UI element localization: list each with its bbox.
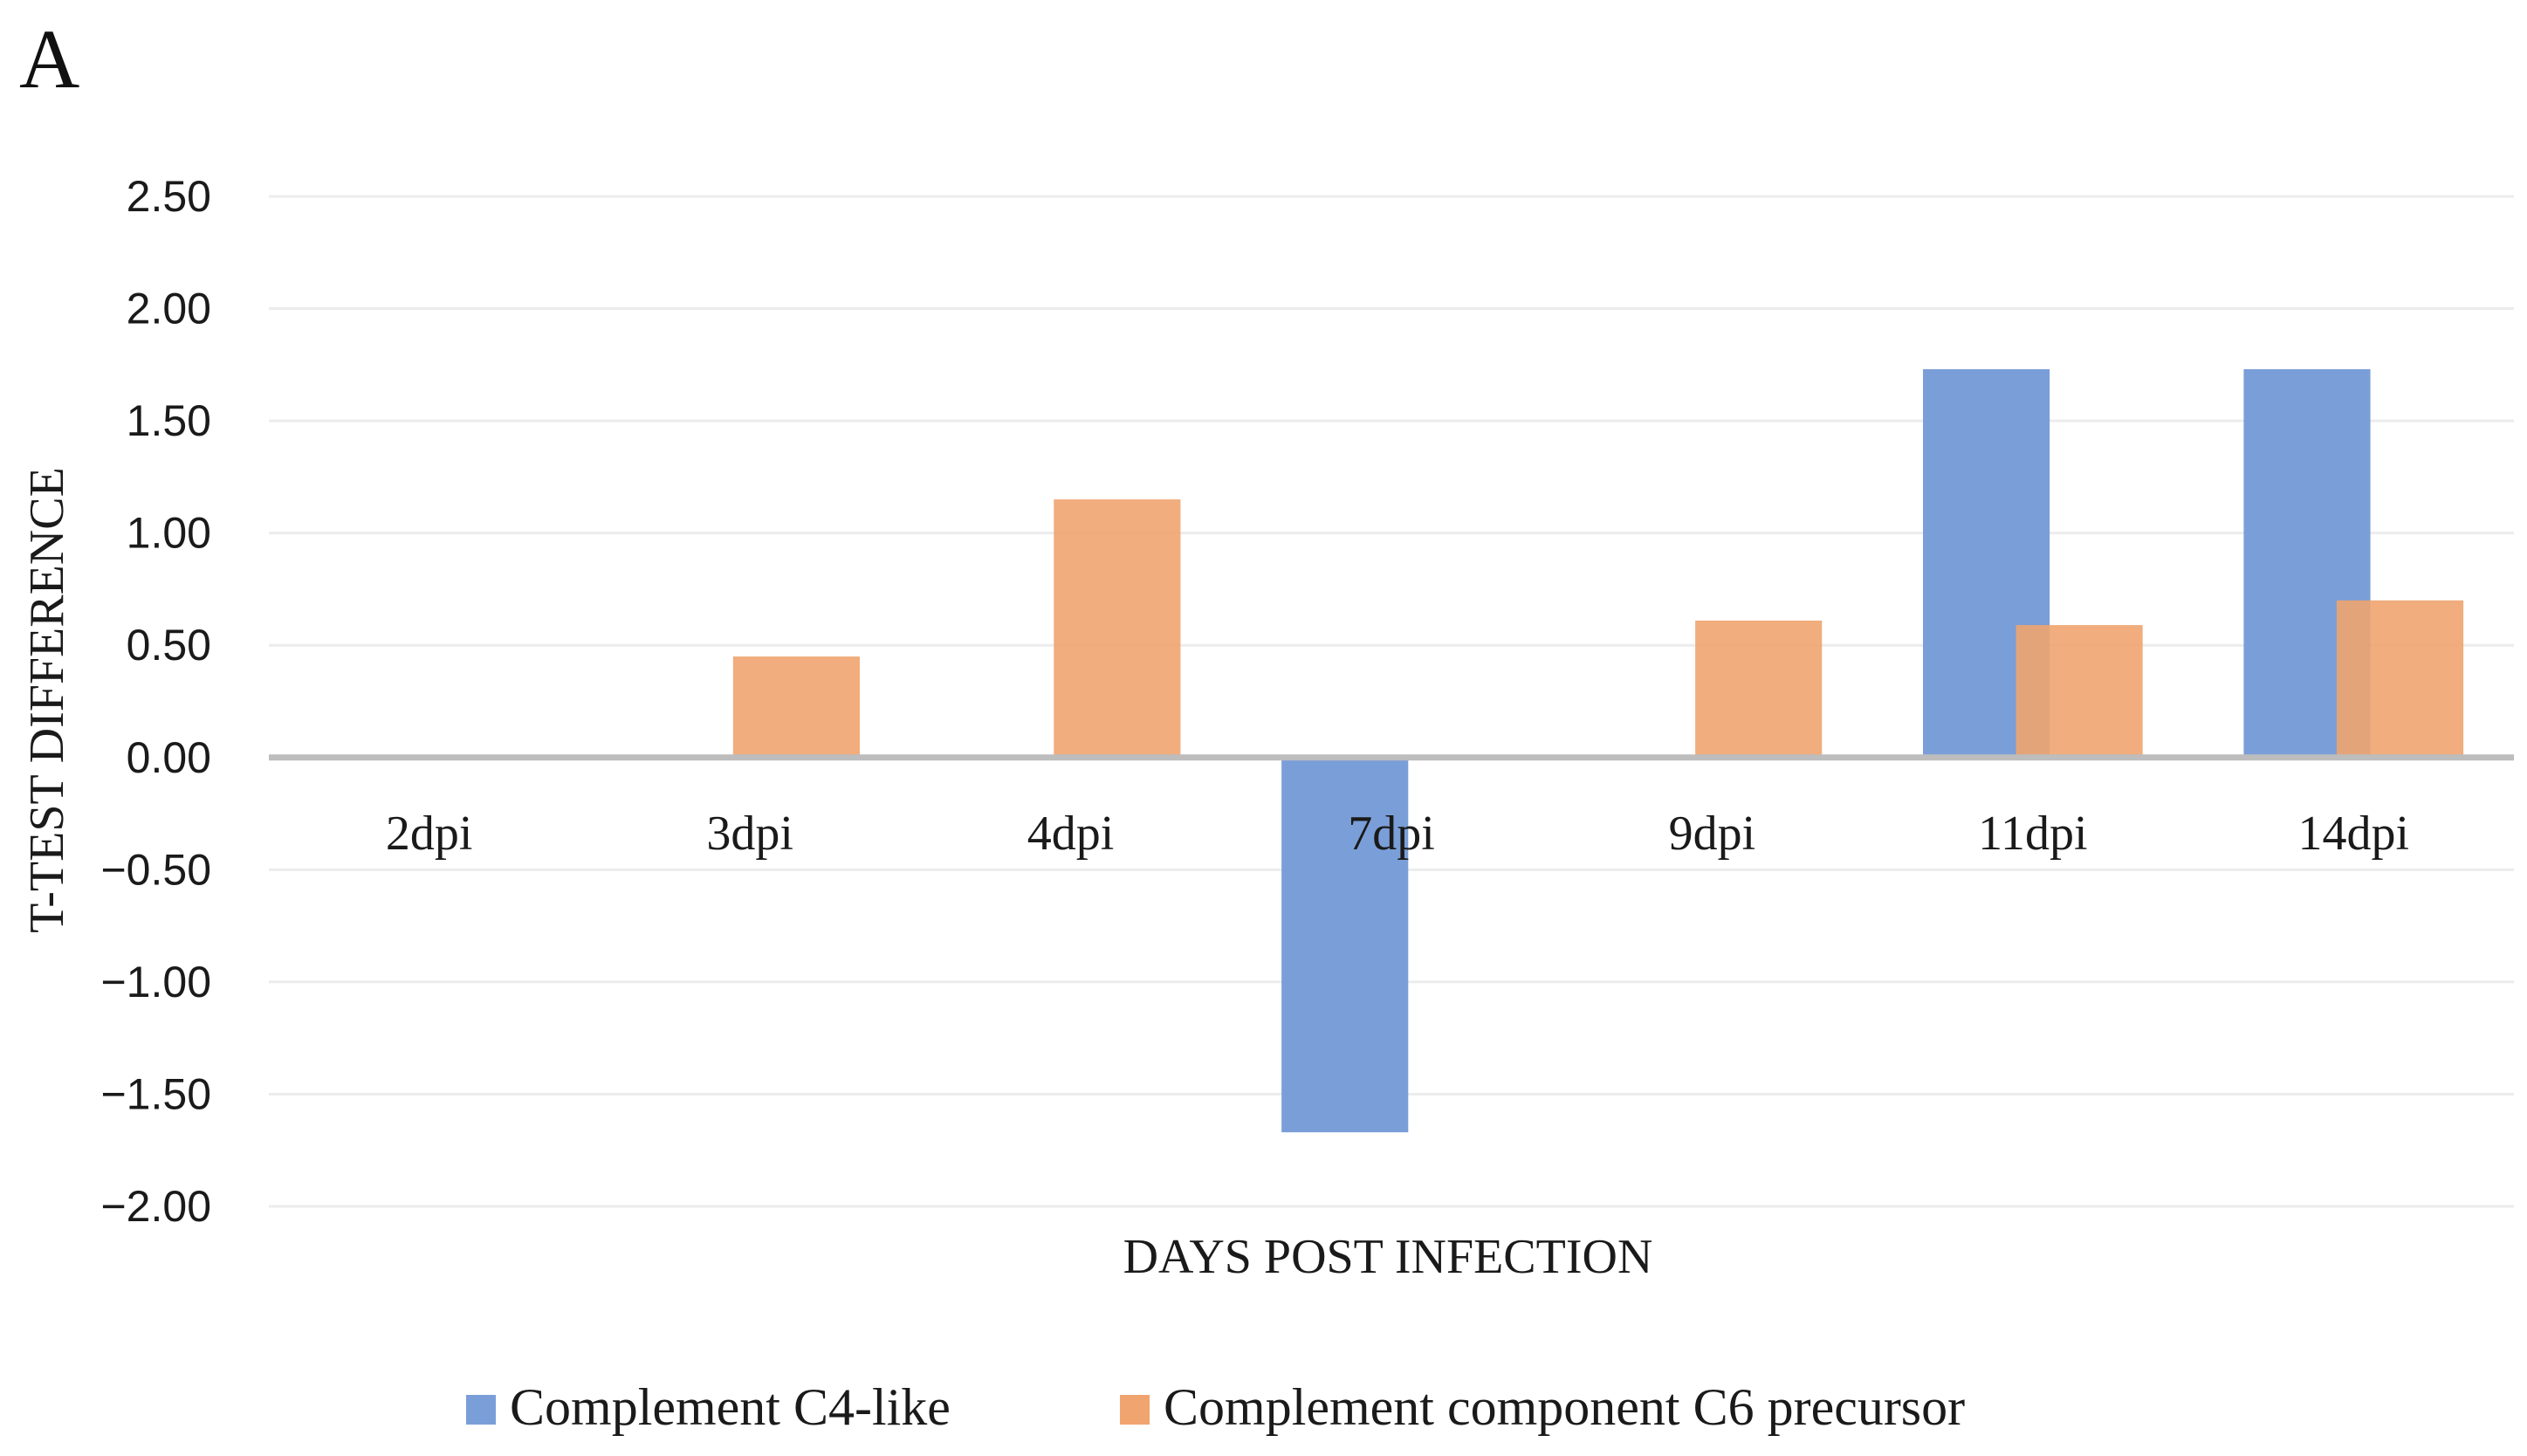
legend-label-complement-component-c6-precursor: Complement component C6 precursor bbox=[1164, 1378, 1965, 1436]
bar-complement-component-c6-precursor-9dpi bbox=[1695, 620, 1823, 758]
y-tick-label: 1.50 bbox=[127, 396, 211, 445]
x-axis-title: DAYS POST INFECTION bbox=[1123, 1230, 1653, 1284]
y-tick-label: 2.50 bbox=[127, 172, 211, 221]
y-tick-label: −0.50 bbox=[100, 845, 211, 894]
bar-complement-component-c6-precursor-3dpi bbox=[732, 656, 860, 758]
x-axis-ticks: 2dpi 3dpi 4dpi 7dpi 9dpi 11dpi 14dpi bbox=[386, 807, 2409, 861]
bar-complement-component-c6-precursor-14dpi bbox=[2336, 600, 2464, 758]
y-axis-ticks: 2.50 2.00 1.50 1.00 0.50 0.00 −0.50 −1.00 −1.50 −… bbox=[100, 172, 211, 1231]
x-tick-label: 7dpi bbox=[1348, 807, 1435, 861]
y-tick-label: 1.00 bbox=[127, 509, 211, 558]
bar-complement-component-c6-precursor-4dpi bbox=[1054, 499, 1181, 758]
x-tick-label: 4dpi bbox=[1027, 807, 1115, 861]
x-tick-label: 14dpi bbox=[2298, 807, 2410, 861]
y-axis-title: T-TEST DIFFERENCE bbox=[20, 467, 74, 933]
x-tick-label: 9dpi bbox=[1669, 807, 1756, 861]
bar-complement-component-c6-precursor-11dpi bbox=[2015, 625, 2143, 758]
y-tick-label: −1.00 bbox=[100, 958, 211, 1006]
x-tick-label: 2dpi bbox=[386, 807, 473, 861]
x-tick-label: 3dpi bbox=[706, 807, 793, 861]
y-tick-label: 2.00 bbox=[127, 285, 211, 333]
panel-label: A bbox=[19, 12, 79, 106]
y-tick-label: 0.00 bbox=[127, 733, 211, 782]
y-tick-label: −2.00 bbox=[100, 1182, 211, 1231]
bar-complement-c4-like-7dpi bbox=[1281, 757, 1409, 1133]
legend: Complement C4-like Complement component C… bbox=[466, 1378, 1965, 1436]
y-tick-label: −1.50 bbox=[100, 1069, 211, 1118]
legend-swatch-complement-c4-like bbox=[466, 1395, 496, 1425]
legend-label-complement-c4-like: Complement C4-like bbox=[510, 1378, 951, 1436]
bars bbox=[732, 368, 2464, 1133]
y-tick-label: 0.50 bbox=[127, 621, 211, 670]
legend-swatch-complement-component-c6-precursor bbox=[1120, 1395, 1150, 1425]
x-tick-label: 11dpi bbox=[1978, 807, 2087, 861]
